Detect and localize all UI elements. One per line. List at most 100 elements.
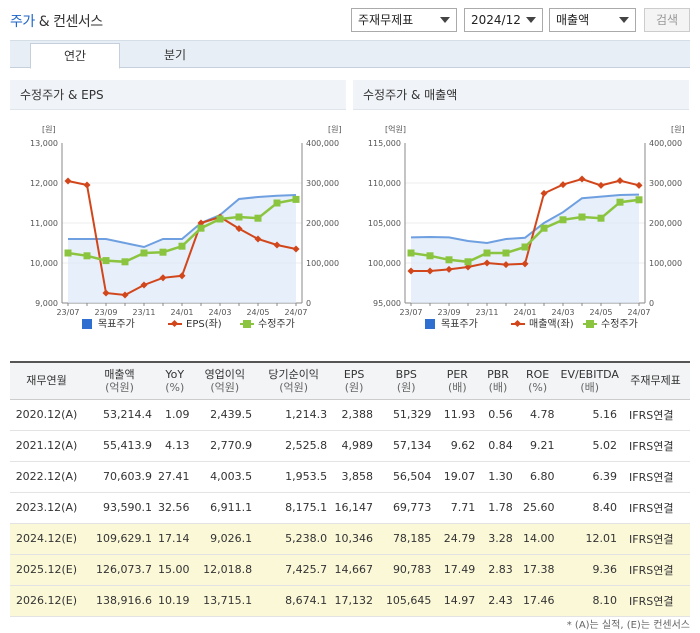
table-cell: 9.62 <box>435 430 480 462</box>
table-cell: 4,003.5 <box>193 461 257 493</box>
series-point <box>64 177 72 185</box>
tick-label-right: 100,000 <box>306 259 339 268</box>
tick-label-left: 115,000 <box>368 139 401 148</box>
series-point <box>559 181 567 189</box>
table-body: 2020.12(A) 53,214.4 1.09 2,439.5 1,214.3 2,38… <box>10 399 690 617</box>
table-cell: 138,916.6 <box>83 585 156 617</box>
series-point <box>635 181 643 189</box>
search-button[interactable]: 검색 <box>644 8 690 32</box>
table-cell: 126,073.7 <box>83 554 156 586</box>
table-cell: IFRS연결 <box>621 461 690 493</box>
table-note: * (A)는 실적, (E)는 컨센서스 <box>566 620 690 631</box>
table-cell: 12,018.8 <box>193 554 257 586</box>
table-cell: IFRS연결 <box>621 585 690 617</box>
table-cell: 5.16 <box>558 399 622 431</box>
series-point <box>140 249 148 257</box>
series-point <box>83 181 91 189</box>
series-point <box>578 175 586 183</box>
table-row: 2023.12(A) 93,590.1 32.56 6,911.1 8,175.1 16,… <box>10 492 690 524</box>
tab-annual[interactable]: 연간 <box>30 43 120 69</box>
table-cell: 11.93 <box>435 399 480 431</box>
table-cell: 5,238.0 <box>256 523 332 555</box>
column-label: BPS <box>395 367 417 381</box>
series-point <box>273 199 281 207</box>
row-period: 2026.12(E) <box>10 585 83 617</box>
column-unit: (%) <box>165 380 185 394</box>
series-point <box>426 252 434 260</box>
tick-label-x: 24/01 <box>170 308 193 317</box>
row-period: 2021.12(A) <box>10 430 83 462</box>
price-revenue-chart: [억원] [원] 115,000 400,000 110,000 300,000 105,0… <box>368 124 685 330</box>
legend-swatch <box>82 319 92 329</box>
tick-label-x: 23/07 <box>56 308 79 317</box>
table-cell: 2,770.9 <box>193 430 257 462</box>
series-point <box>540 224 548 232</box>
column-unit: (원) <box>396 380 416 394</box>
chevron-down-icon <box>619 17 629 23</box>
series-point <box>159 248 167 256</box>
series-point <box>121 258 129 266</box>
tick-label-x: 24/07 <box>284 308 307 317</box>
period-tabs: 연간 분기 <box>10 40 690 69</box>
series-point <box>616 177 624 185</box>
series-point <box>578 213 586 221</box>
table-cell: 9,026.1 <box>193 523 257 555</box>
tick-label-left: 110,000 <box>368 179 401 188</box>
series-point <box>235 213 243 221</box>
table-cell: 17.38 <box>516 554 559 586</box>
series-point <box>521 243 529 251</box>
table-cell: 14.00 <box>516 523 559 555</box>
table-cell: 8.40 <box>558 492 622 524</box>
table-cell: 1.30 <box>479 461 517 493</box>
table-cell: 51,329 <box>377 399 436 431</box>
table-cell: IFRS연결 <box>621 492 690 524</box>
row-period: 2025.12(E) <box>10 554 83 586</box>
series-point <box>292 245 300 253</box>
financial-standard-select[interactable]: 주재무제표 <box>351 8 457 32</box>
column-header: EPS (원) <box>331 361 378 400</box>
series-point <box>635 196 643 204</box>
table-cell: 7.71 <box>435 492 480 524</box>
axis-unit-left: [원] <box>42 125 56 134</box>
series-point <box>407 249 415 257</box>
chevron-down-icon <box>440 17 450 23</box>
column-unit: (%) <box>528 380 548 394</box>
series-point <box>235 225 243 233</box>
row-period: 2020.12(A) <box>10 399 83 431</box>
tick-label-x: 23/11 <box>475 308 498 317</box>
table-cell: 0.56 <box>479 399 517 431</box>
column-unit: (배) <box>580 380 600 394</box>
row-period: 2023.12(A) <box>10 492 83 524</box>
column-header: 재무연월 <box>10 361 83 400</box>
tick-label-left: 100,000 <box>368 259 401 268</box>
table-cell: 6.80 <box>516 461 559 493</box>
tab-quarterly[interactable]: 분기 <box>163 48 187 62</box>
table-cell: 17.49 <box>435 554 480 586</box>
axis-unit-left: [억원] <box>385 124 406 134</box>
series-point <box>483 249 491 257</box>
table-cell: 19.07 <box>435 461 480 493</box>
table-cell: 2.83 <box>479 554 517 586</box>
tick-label-right: 300,000 <box>306 179 339 188</box>
table-row: 2025.12(E) 126,073.7 15.00 12,018.8 7,425.7 1… <box>10 554 690 586</box>
table-row: 2021.12(A) 55,413.9 4.13 2,770.9 2,525.8 4,98… <box>10 430 690 462</box>
table-cell: 17.46 <box>516 585 559 617</box>
period-value: 2024/12 <box>471 13 521 27</box>
period-select[interactable]: 2024/12 <box>464 8 543 32</box>
table-cell: 105,645 <box>377 585 436 617</box>
column-unit: (배) <box>447 380 467 394</box>
table-cell: 90,783 <box>377 554 436 586</box>
chart-title: 수정주가 & EPS <box>10 80 346 110</box>
table-cell: 6.39 <box>558 461 622 493</box>
table-cell: 0.84 <box>479 430 517 462</box>
table-header-row: 재무연월 매출액 (억원) YoY (%) 영업이익 (억원) 당기순이익 (억원) EPS (원)… <box>10 361 690 400</box>
column-label: PER <box>446 367 468 381</box>
table-cell: 8,175.1 <box>256 492 332 524</box>
metric-select[interactable]: 매출액 <box>549 8 636 32</box>
table-cell: 14,667 <box>331 554 378 586</box>
table-cell: 1.09 <box>156 399 194 431</box>
column-header: 당기순이익 (억원) <box>256 361 332 400</box>
table-cell: 4.13 <box>156 430 194 462</box>
series-point <box>597 214 605 222</box>
table-cell: 56,504 <box>377 461 436 493</box>
